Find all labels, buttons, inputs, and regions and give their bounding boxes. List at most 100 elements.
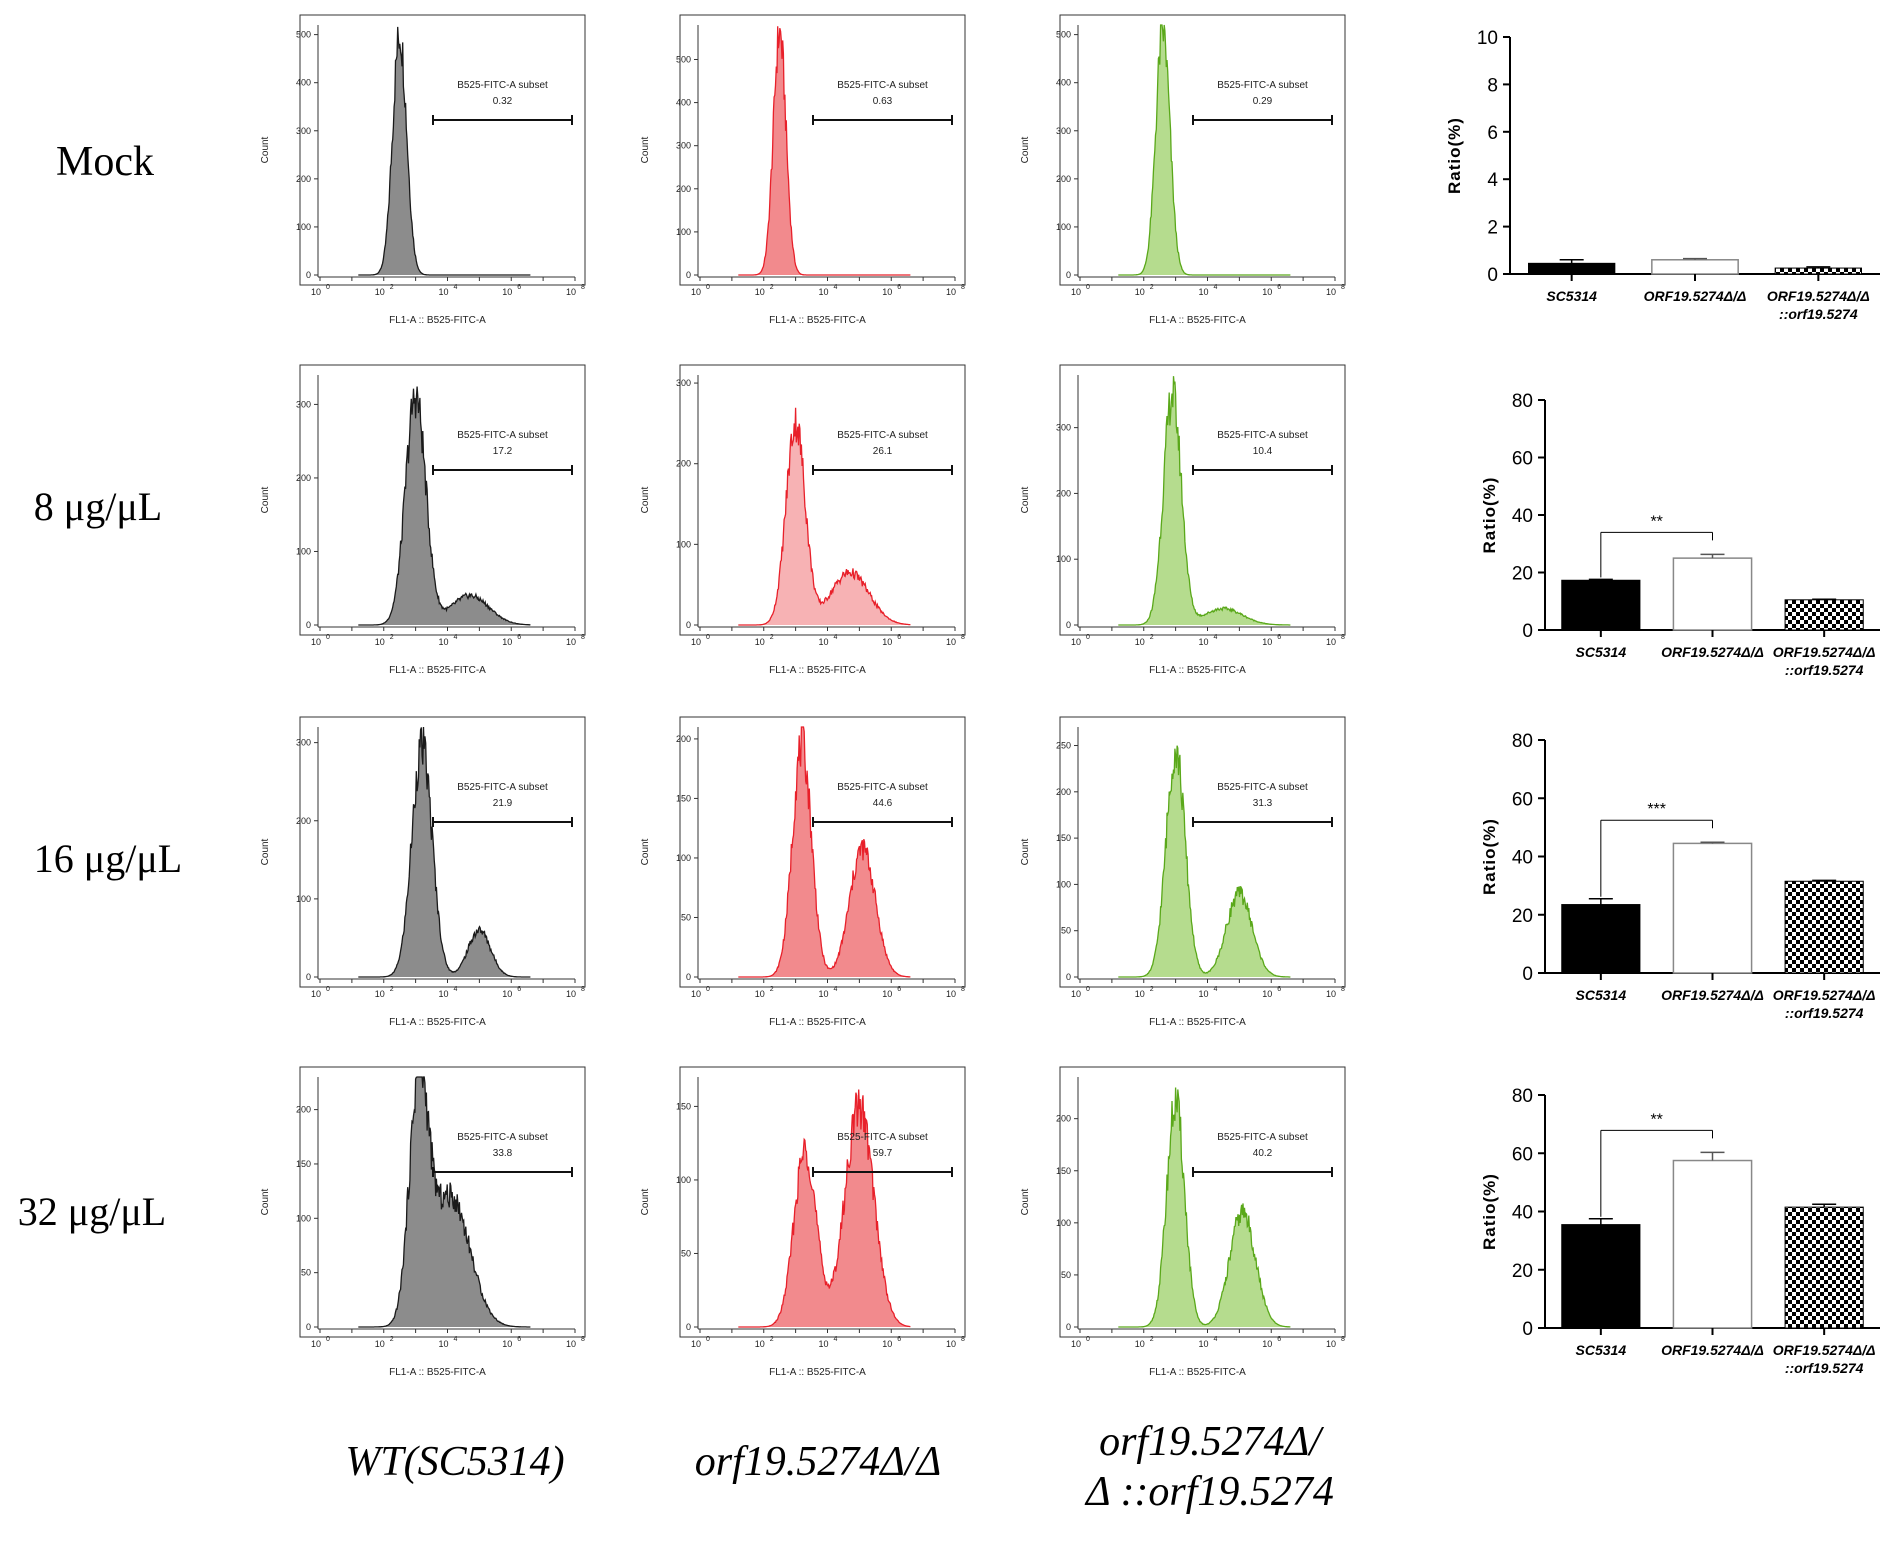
histogram-x-tick-exponent: 8 (961, 634, 965, 641)
histogram-x-tick-exponent: 4 (454, 634, 458, 641)
histogram-x-tick-exponent: 8 (581, 284, 585, 291)
histogram-y-tick-label: 300 (1056, 423, 1071, 433)
histogram-x-tick-label: 10 (1326, 989, 1336, 999)
histogram-area (358, 727, 531, 977)
histogram-x-tick-exponent: 2 (1150, 1336, 1154, 1343)
histogram-x-tick-exponent: 0 (326, 634, 330, 641)
histogram-area (358, 26, 531, 276)
histogram-y-tick-label: 50 (1061, 926, 1071, 936)
histogram-y-tick-label: 100 (676, 539, 691, 549)
bar-y-tick-label: 0 (1522, 964, 1533, 985)
histogram-x-tick-label: 10 (1135, 1339, 1145, 1349)
histogram-frame (299, 364, 586, 636)
histogram-x-tick-label: 10 (882, 637, 892, 647)
histogram-x-tick-exponent: 6 (517, 986, 521, 993)
histogram-x-tick-label: 10 (311, 287, 321, 297)
bar-3 (1784, 1206, 1864, 1329)
histogram-curve (738, 407, 911, 626)
histogram-x-tick-exponent: 2 (390, 1336, 394, 1343)
histogram-y-tick-label: 200 (676, 184, 691, 194)
bar-y-label: Ratio(%) (1480, 818, 1499, 895)
histogram-x-tick-exponent: 8 (961, 284, 965, 291)
bar-y-tick-label: 20 (1512, 906, 1533, 927)
bar-y-tick-label: 20 (1512, 564, 1533, 585)
bar-category-label: ORF19.5274Δ/Δ (1644, 288, 1747, 304)
gate-value: 10.4 (1253, 446, 1273, 457)
histogram-y-tick-label: 300 (676, 141, 691, 151)
histogram-x-tick-exponent: 8 (1341, 1336, 1345, 1343)
histogram-frame (1059, 716, 1346, 988)
bar-y-tick-label: 10 (1477, 28, 1498, 49)
histogram-x-tick-label: 10 (691, 989, 701, 999)
histogram-x-tick-label: 10 (755, 1339, 765, 1349)
histogram-x-tick-exponent: 8 (961, 986, 965, 993)
bar-y-label: Ratio(%) (1445, 117, 1464, 194)
bar-category-label-line2: ::orf19.5274 (1785, 1360, 1864, 1376)
histogram-x-tick-exponent: 6 (897, 986, 901, 993)
significance-label: ** (1650, 1111, 1662, 1128)
histogram-x-tick-exponent: 0 (1086, 986, 1090, 993)
gate-value: 0.29 (1253, 96, 1273, 107)
histogram-area (1118, 1087, 1291, 1327)
gate-label: B525-FITC-A subset (837, 430, 928, 441)
histogram-y-tick-label: 100 (676, 853, 691, 863)
bar-category-label-line2: ::orf19.5274 (1785, 1005, 1864, 1021)
histogram-x-tick-exponent: 2 (1150, 284, 1154, 291)
histogram-y-tick-label: 100 (1056, 879, 1071, 889)
histogram-y-label: Count (640, 1188, 651, 1215)
histogram-x-tick-label: 10 (438, 287, 448, 297)
histogram-x-tick-exponent: 4 (1214, 284, 1218, 291)
histogram-y-tick-label: 0 (306, 270, 311, 280)
histogram-x-label: FL1-A :: B525-FITC-A (1149, 315, 1246, 326)
histogram-x-tick-exponent: 2 (1150, 986, 1154, 993)
histogram-x-tick-exponent: 6 (897, 284, 901, 291)
histogram-x-tick-exponent: 8 (581, 1336, 585, 1343)
histogram-x-tick-exponent: 0 (326, 986, 330, 993)
histogram-y-tick-label: 500 (1056, 30, 1071, 40)
histogram-x-tick-label: 10 (566, 1339, 576, 1349)
histogram-x-label: FL1-A :: B525-FITC-A (1149, 1017, 1246, 1028)
histogram-y-label: Count (260, 136, 271, 163)
histogram-x-tick-exponent: 0 (706, 284, 710, 291)
histogram-y-tick-label: 300 (296, 126, 311, 136)
bar-chart-2: 0 20 40 60 80 Ratio(%) SC5314 ORF19.5274Δ/Δ ORF1… (1480, 391, 1880, 678)
histogram-x-tick-exponent: 8 (581, 986, 585, 993)
gate-label: B525-FITC-A subset (1217, 782, 1308, 793)
histogram-y-tick-label: 0 (686, 620, 691, 630)
histogram-x-tick-exponent: 6 (1277, 634, 1281, 641)
histogram-x-tick-label: 10 (1326, 287, 1336, 297)
histogram-x-label: FL1-A :: B525-FITC-A (389, 1017, 486, 1028)
histogram-y-tick-label: 200 (1056, 1114, 1071, 1124)
histogram-x-label: FL1-A :: B525-FITC-A (769, 315, 866, 326)
histogram-y-tick-label: 100 (676, 227, 691, 237)
histogram-x-tick-label: 10 (755, 989, 765, 999)
histogram-x-tick-label: 10 (438, 989, 448, 999)
histogram-y-tick-label: 200 (296, 174, 311, 184)
histogram-y-tick-label: 100 (1056, 1218, 1071, 1228)
histogram-x-tick-label: 10 (1326, 637, 1336, 647)
bar-1 (1528, 262, 1616, 275)
histogram-frame (679, 14, 966, 286)
gate-label: B525-FITC-A subset (837, 1132, 928, 1143)
histogram-y-tick-label: 50 (301, 1268, 311, 1278)
histogram-y-label: Count (1020, 1188, 1031, 1215)
gate-value: 17.2 (493, 446, 513, 457)
histogram-y-tick-label: 0 (1066, 620, 1071, 630)
histogram-y-tick-label: 150 (1056, 833, 1071, 843)
histogram-x-tick-label: 10 (1071, 1339, 1081, 1349)
bar-category-label: SC5314 (1546, 288, 1597, 304)
histogram-y-label: Count (260, 1188, 271, 1215)
bar-category-label: SC5314 (1576, 644, 1627, 660)
histogram-area (1118, 745, 1291, 977)
histogram-area (358, 386, 531, 625)
histogram-curve (1118, 24, 1291, 276)
gate-label: B525-FITC-A subset (1217, 430, 1308, 441)
histogram-x-tick-label: 10 (1071, 989, 1081, 999)
histogram-x-tick-label: 10 (882, 287, 892, 297)
histogram-curve (1118, 745, 1291, 978)
histogram-x-label: FL1-A :: B525-FITC-A (389, 665, 486, 676)
